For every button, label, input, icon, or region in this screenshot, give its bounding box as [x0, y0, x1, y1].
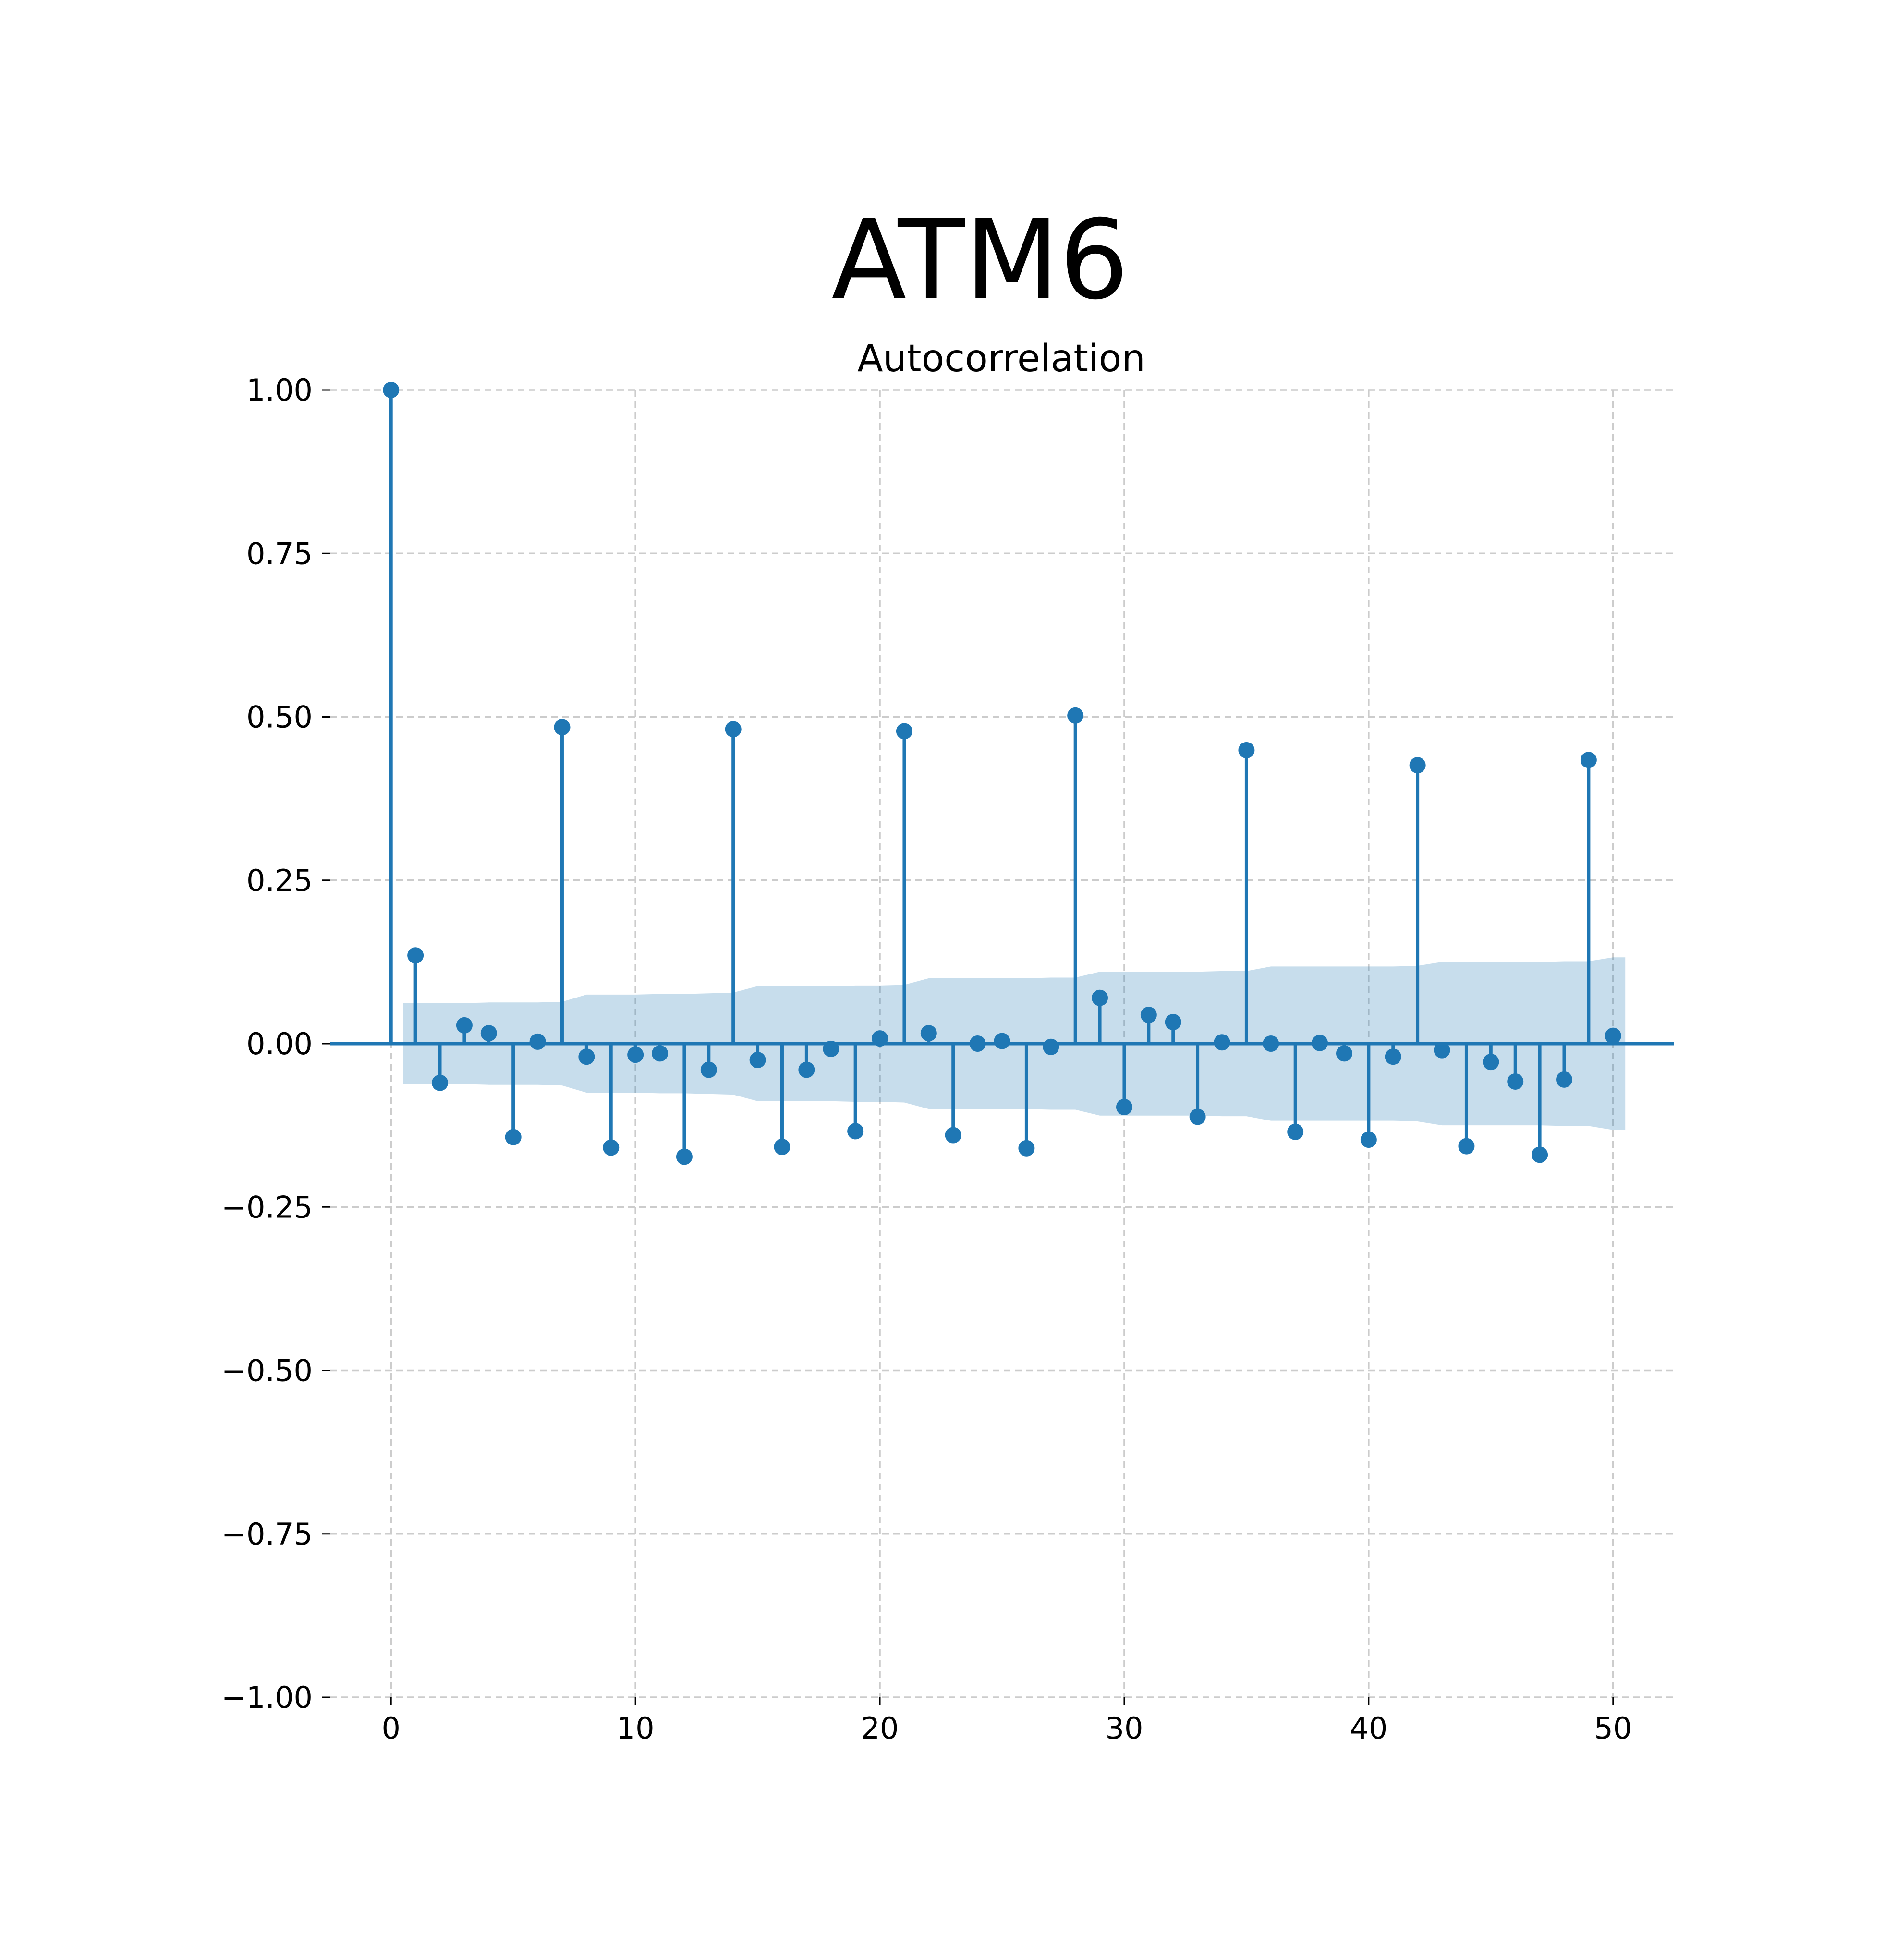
stem-marker	[945, 1127, 961, 1144]
x-tick-label: 50	[1594, 1711, 1632, 1746]
stem-marker	[505, 1129, 522, 1145]
stem-marker	[1385, 1048, 1401, 1065]
x-tick-label: 0	[382, 1711, 401, 1746]
stem-marker	[1483, 1054, 1499, 1071]
x-tick-label: 40	[1350, 1711, 1387, 1746]
y-tick-label: −0.50	[221, 1353, 313, 1388]
x-tick-label: 10	[617, 1711, 655, 1746]
y-tick-label: 0.25	[246, 863, 313, 898]
stem-marker	[798, 1061, 815, 1078]
stem-marker	[554, 719, 571, 736]
stem-marker	[1116, 1099, 1132, 1116]
y-tick-label: 0.00	[246, 1026, 313, 1061]
stem-marker	[456, 1017, 473, 1034]
stem-marker	[847, 1123, 864, 1140]
stem-marker	[823, 1040, 839, 1057]
stem-marker	[1092, 989, 1108, 1006]
stem-marker	[1434, 1042, 1450, 1059]
stem-marker	[1580, 752, 1597, 768]
stem-marker	[480, 1025, 497, 1042]
stem-marker	[1507, 1073, 1524, 1090]
x-tick-label: 30	[1106, 1711, 1143, 1746]
y-tick-label: −0.25	[221, 1190, 313, 1225]
stem-marker	[994, 1033, 1010, 1049]
figure-suptitle: ATM6	[831, 196, 1129, 324]
stem-marker	[896, 723, 912, 740]
stem-marker	[700, 1061, 717, 1078]
stem-marker	[1605, 1027, 1621, 1044]
stem-marker	[1189, 1108, 1206, 1125]
stem-marker	[407, 947, 424, 964]
stem-marker	[676, 1148, 693, 1165]
stem-marker	[1409, 757, 1426, 774]
stem-marker	[1067, 707, 1084, 724]
x-tick-label: 20	[861, 1711, 899, 1746]
stem-marker	[1018, 1140, 1035, 1157]
stem-marker	[1238, 742, 1255, 758]
stem-marker	[1458, 1138, 1475, 1155]
stem-marker	[774, 1139, 790, 1156]
stem-marker	[1360, 1132, 1377, 1148]
axis-ticks: 1.00 0.75 0.50 0.25 0.00 −0.25 −0.50 −0.75 −1.00…	[221, 373, 1632, 1746]
stem-marker	[969, 1035, 986, 1052]
stem-marker	[627, 1047, 644, 1063]
stem-marker	[1043, 1038, 1059, 1055]
chart-title: Autocorrelation	[857, 337, 1145, 380]
stem-marker	[1287, 1123, 1304, 1140]
stem-marker	[1336, 1045, 1352, 1062]
stem-marker	[603, 1139, 620, 1156]
y-tick-label: −1.00	[221, 1680, 313, 1715]
y-tick-label: −0.75	[221, 1517, 313, 1552]
stem-marker	[725, 721, 742, 738]
stem-marker	[652, 1045, 669, 1062]
y-tick-label: 1.00	[246, 373, 313, 408]
stem-marker	[529, 1033, 546, 1050]
stem-marker	[1532, 1146, 1548, 1163]
stem-marker	[1556, 1071, 1572, 1088]
stem-marker	[578, 1048, 595, 1065]
stem-marker	[872, 1030, 888, 1047]
y-tick-label: 0.50	[246, 700, 313, 735]
y-tick-label: 0.75	[246, 536, 313, 571]
stem-marker	[749, 1052, 766, 1069]
stem-marker	[1312, 1035, 1328, 1051]
stem-marker	[1140, 1007, 1157, 1023]
stem-marker	[1263, 1035, 1279, 1052]
stem-marker	[1165, 1014, 1181, 1031]
stem-marker	[1214, 1034, 1230, 1051]
stem-marker	[432, 1074, 449, 1091]
stem-marker	[383, 382, 400, 398]
stem-marker	[920, 1025, 937, 1042]
stem-layer	[330, 382, 1674, 1165]
